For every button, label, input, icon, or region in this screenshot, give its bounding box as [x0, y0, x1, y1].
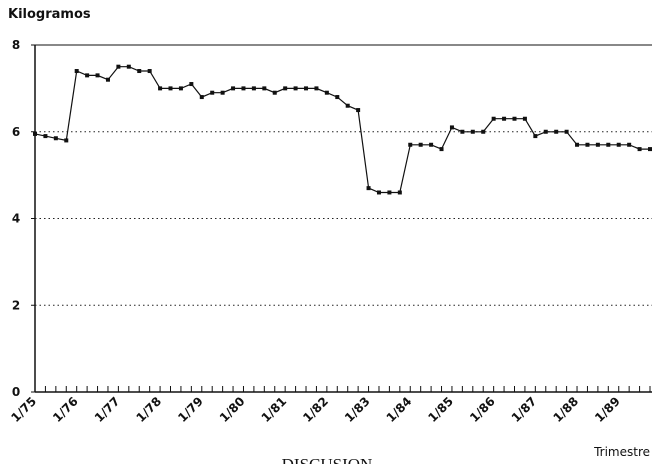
point-marker	[387, 190, 392, 195]
series-line	[34, 66, 650, 194]
point-marker	[64, 138, 69, 143]
point-marker	[522, 116, 527, 121]
y-tick-label: 4	[12, 212, 20, 226]
y-tick-label: 2	[12, 298, 20, 312]
point-marker	[126, 64, 131, 69]
point-marker	[356, 108, 361, 113]
x-tick-label: 1/82	[300, 394, 331, 425]
point-marker	[147, 69, 152, 74]
point-marker	[408, 142, 413, 147]
point-marker	[491, 116, 496, 121]
point-marker	[53, 136, 58, 141]
point-marker	[293, 86, 298, 91]
x-tick-label: 1/78	[133, 394, 164, 425]
point-marker	[585, 142, 590, 147]
point-marker	[470, 129, 475, 134]
point-marker	[116, 64, 121, 69]
y-tick-label: 6	[12, 125, 20, 139]
point-marker	[648, 147, 652, 152]
point-marker	[210, 90, 215, 95]
point-marker	[366, 186, 371, 191]
point-marker	[335, 95, 340, 100]
x-tick-label: 1/84	[384, 394, 415, 425]
point-marker	[637, 147, 642, 152]
point-marker	[595, 142, 600, 147]
point-marker	[627, 142, 632, 147]
point-marker	[199, 95, 204, 100]
point-marker	[272, 90, 277, 95]
point-marker	[95, 73, 100, 78]
x-tick-label: 1/83	[342, 394, 373, 425]
point-marker	[512, 116, 517, 121]
point-marker	[554, 129, 559, 134]
point-marker	[460, 129, 465, 134]
footer-heading: DISCUSION	[282, 455, 373, 464]
point-marker	[606, 142, 611, 147]
point-marker	[43, 134, 48, 139]
x-tick-label: 1/85	[425, 394, 456, 425]
chart-title: Kilogramos	[8, 7, 91, 22]
point-marker	[231, 86, 236, 91]
x-tick-label: 1/77	[92, 394, 123, 425]
x-tick-label: 1/88	[550, 394, 581, 425]
x-tick-label: 1/76	[50, 394, 81, 425]
x-tick-label: 1/87	[509, 394, 540, 425]
x-tick-label: 1/79	[175, 394, 206, 425]
point-marker	[74, 69, 79, 74]
point-marker	[543, 129, 548, 134]
point-marker	[314, 86, 319, 91]
point-marker	[168, 86, 173, 91]
point-marker	[397, 190, 402, 195]
point-marker	[158, 86, 163, 91]
x-tick-label: 1/81	[259, 394, 290, 425]
point-marker	[241, 86, 246, 91]
point-marker	[262, 86, 267, 91]
point-marker	[376, 190, 381, 195]
point-marker	[33, 131, 37, 136]
point-marker	[616, 142, 621, 147]
point-marker	[429, 142, 434, 147]
point-marker	[137, 69, 142, 74]
point-marker	[449, 125, 454, 130]
point-marker	[502, 116, 507, 121]
point-marker	[220, 90, 225, 95]
point-marker	[304, 86, 309, 91]
y-tick-label: 8	[12, 38, 20, 52]
point-marker	[439, 147, 444, 152]
point-marker	[345, 103, 350, 108]
point-marker	[189, 82, 194, 87]
x-tick-label: 1/86	[467, 394, 498, 425]
point-marker	[481, 129, 486, 134]
point-marker	[85, 73, 90, 78]
point-marker	[251, 86, 256, 91]
point-marker	[324, 90, 329, 95]
point-marker	[533, 134, 538, 139]
point-marker	[283, 86, 288, 91]
point-marker	[564, 129, 569, 134]
x-tick-label: 1/80	[217, 394, 248, 425]
point-marker	[178, 86, 183, 91]
y-tick-label: 0	[12, 385, 20, 399]
point-marker	[418, 142, 423, 147]
x-axis-label: Trimestre	[593, 445, 650, 459]
point-marker	[575, 142, 580, 147]
point-marker	[105, 77, 110, 82]
x-tick-label: 1/89	[592, 394, 623, 425]
